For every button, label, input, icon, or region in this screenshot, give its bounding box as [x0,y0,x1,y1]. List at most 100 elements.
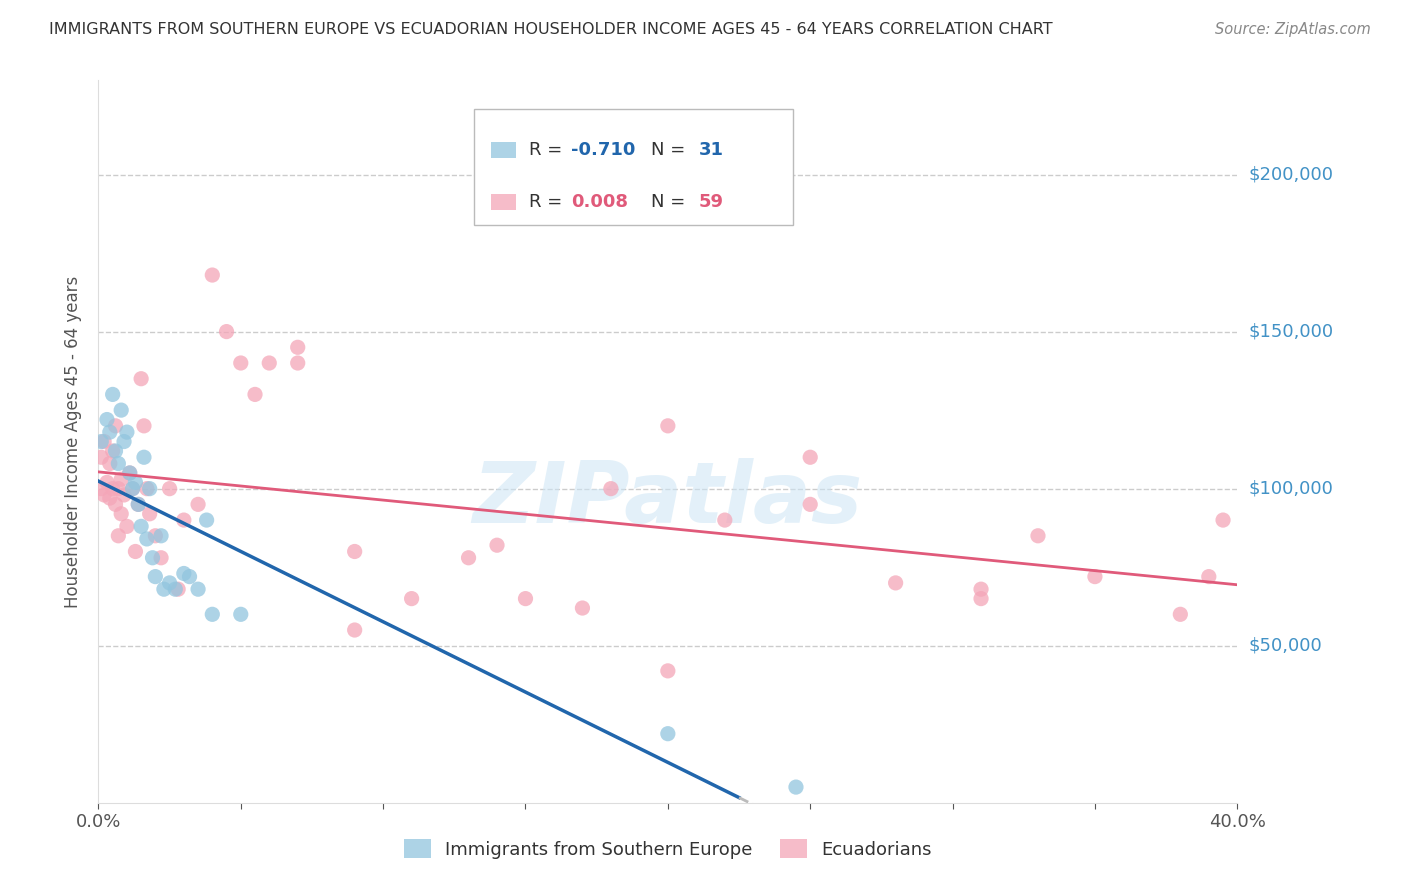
Point [215,325,238,339]
Text: R =: R = [529,141,568,159]
Point [657,727,679,741]
Text: IMMIGRANTS FROM SOUTHERN EUROPE VS ECUADORIAN HOUSEHOLDER INCOME AGES 45 - 64 YE: IMMIGRANTS FROM SOUTHERN EUROPE VS ECUAD… [49,22,1053,37]
Point [187,582,209,597]
Point [145,569,167,583]
Point [167,582,190,597]
Point [401,591,423,606]
Point [124,475,146,490]
Point [127,497,149,511]
Point [150,529,173,543]
Text: 59: 59 [699,193,724,211]
Y-axis label: Householder Income Ages 45 - 64 years: Householder Income Ages 45 - 64 years [63,276,82,607]
Point [129,519,152,533]
Point [799,450,821,465]
Point [104,418,127,433]
Text: 0.008: 0.008 [571,193,628,211]
Legend: Immigrants from Southern Europe, Ecuadorians: Immigrants from Southern Europe, Ecuador… [396,832,939,866]
Point [135,532,157,546]
Point [165,582,187,597]
Point [457,550,479,565]
FancyBboxPatch shape [491,142,516,158]
Point [118,466,141,480]
Text: $150,000: $150,000 [1249,323,1333,341]
Point [96,475,118,490]
Point [110,507,132,521]
Text: $100,000: $100,000 [1249,480,1333,498]
Point [129,372,152,386]
Text: N =: N = [651,141,690,159]
Point [1084,569,1107,583]
Point [101,482,124,496]
Point [98,457,121,471]
Point [600,482,623,496]
Point [93,488,115,502]
Point [173,566,195,581]
Point [132,450,155,465]
Point [90,482,112,496]
Point [90,450,112,465]
Text: 31: 31 [699,141,724,159]
Point [104,497,127,511]
Point [112,434,135,449]
Point [121,482,143,496]
FancyBboxPatch shape [491,194,516,210]
Point [785,780,807,794]
Point [173,513,195,527]
Point [970,582,993,597]
Point [657,664,679,678]
Point [145,529,167,543]
Point [107,457,129,471]
Text: R =: R = [529,193,568,211]
Point [135,482,157,496]
Point [799,497,821,511]
Point [101,387,124,401]
Point [343,623,366,637]
Text: ZIPatlas: ZIPatlas [472,458,863,541]
Point [1212,513,1234,527]
Point [110,472,132,486]
Point [138,482,160,496]
Point [287,340,309,354]
Point [115,425,138,439]
Point [90,434,112,449]
Point [98,491,121,505]
Point [110,403,132,417]
Point [112,488,135,502]
Text: N =: N = [651,193,690,211]
Point [159,482,181,496]
Point [229,356,252,370]
Point [201,607,224,622]
Point [1170,607,1192,622]
Point [107,529,129,543]
Point [93,434,115,449]
Point [98,425,121,439]
Point [159,575,181,590]
Text: $200,000: $200,000 [1249,166,1333,184]
Text: $50,000: $50,000 [1249,637,1322,655]
Point [657,418,679,433]
Point [127,497,149,511]
Point [1198,569,1220,583]
Point [259,356,281,370]
Text: -0.710: -0.710 [571,141,636,159]
Point [884,575,907,590]
Point [486,538,509,552]
Point [138,507,160,521]
Point [179,569,201,583]
Point [970,591,993,606]
Point [287,356,309,370]
Point [101,444,124,458]
Point [229,607,252,622]
Point [1026,529,1049,543]
Point [118,466,141,480]
Point [243,387,266,401]
Point [124,544,146,558]
Point [96,412,118,426]
Point [343,544,366,558]
Point [107,482,129,496]
Point [515,591,537,606]
Point [150,550,173,565]
Point [571,601,593,615]
Point [201,268,224,282]
Point [195,513,218,527]
